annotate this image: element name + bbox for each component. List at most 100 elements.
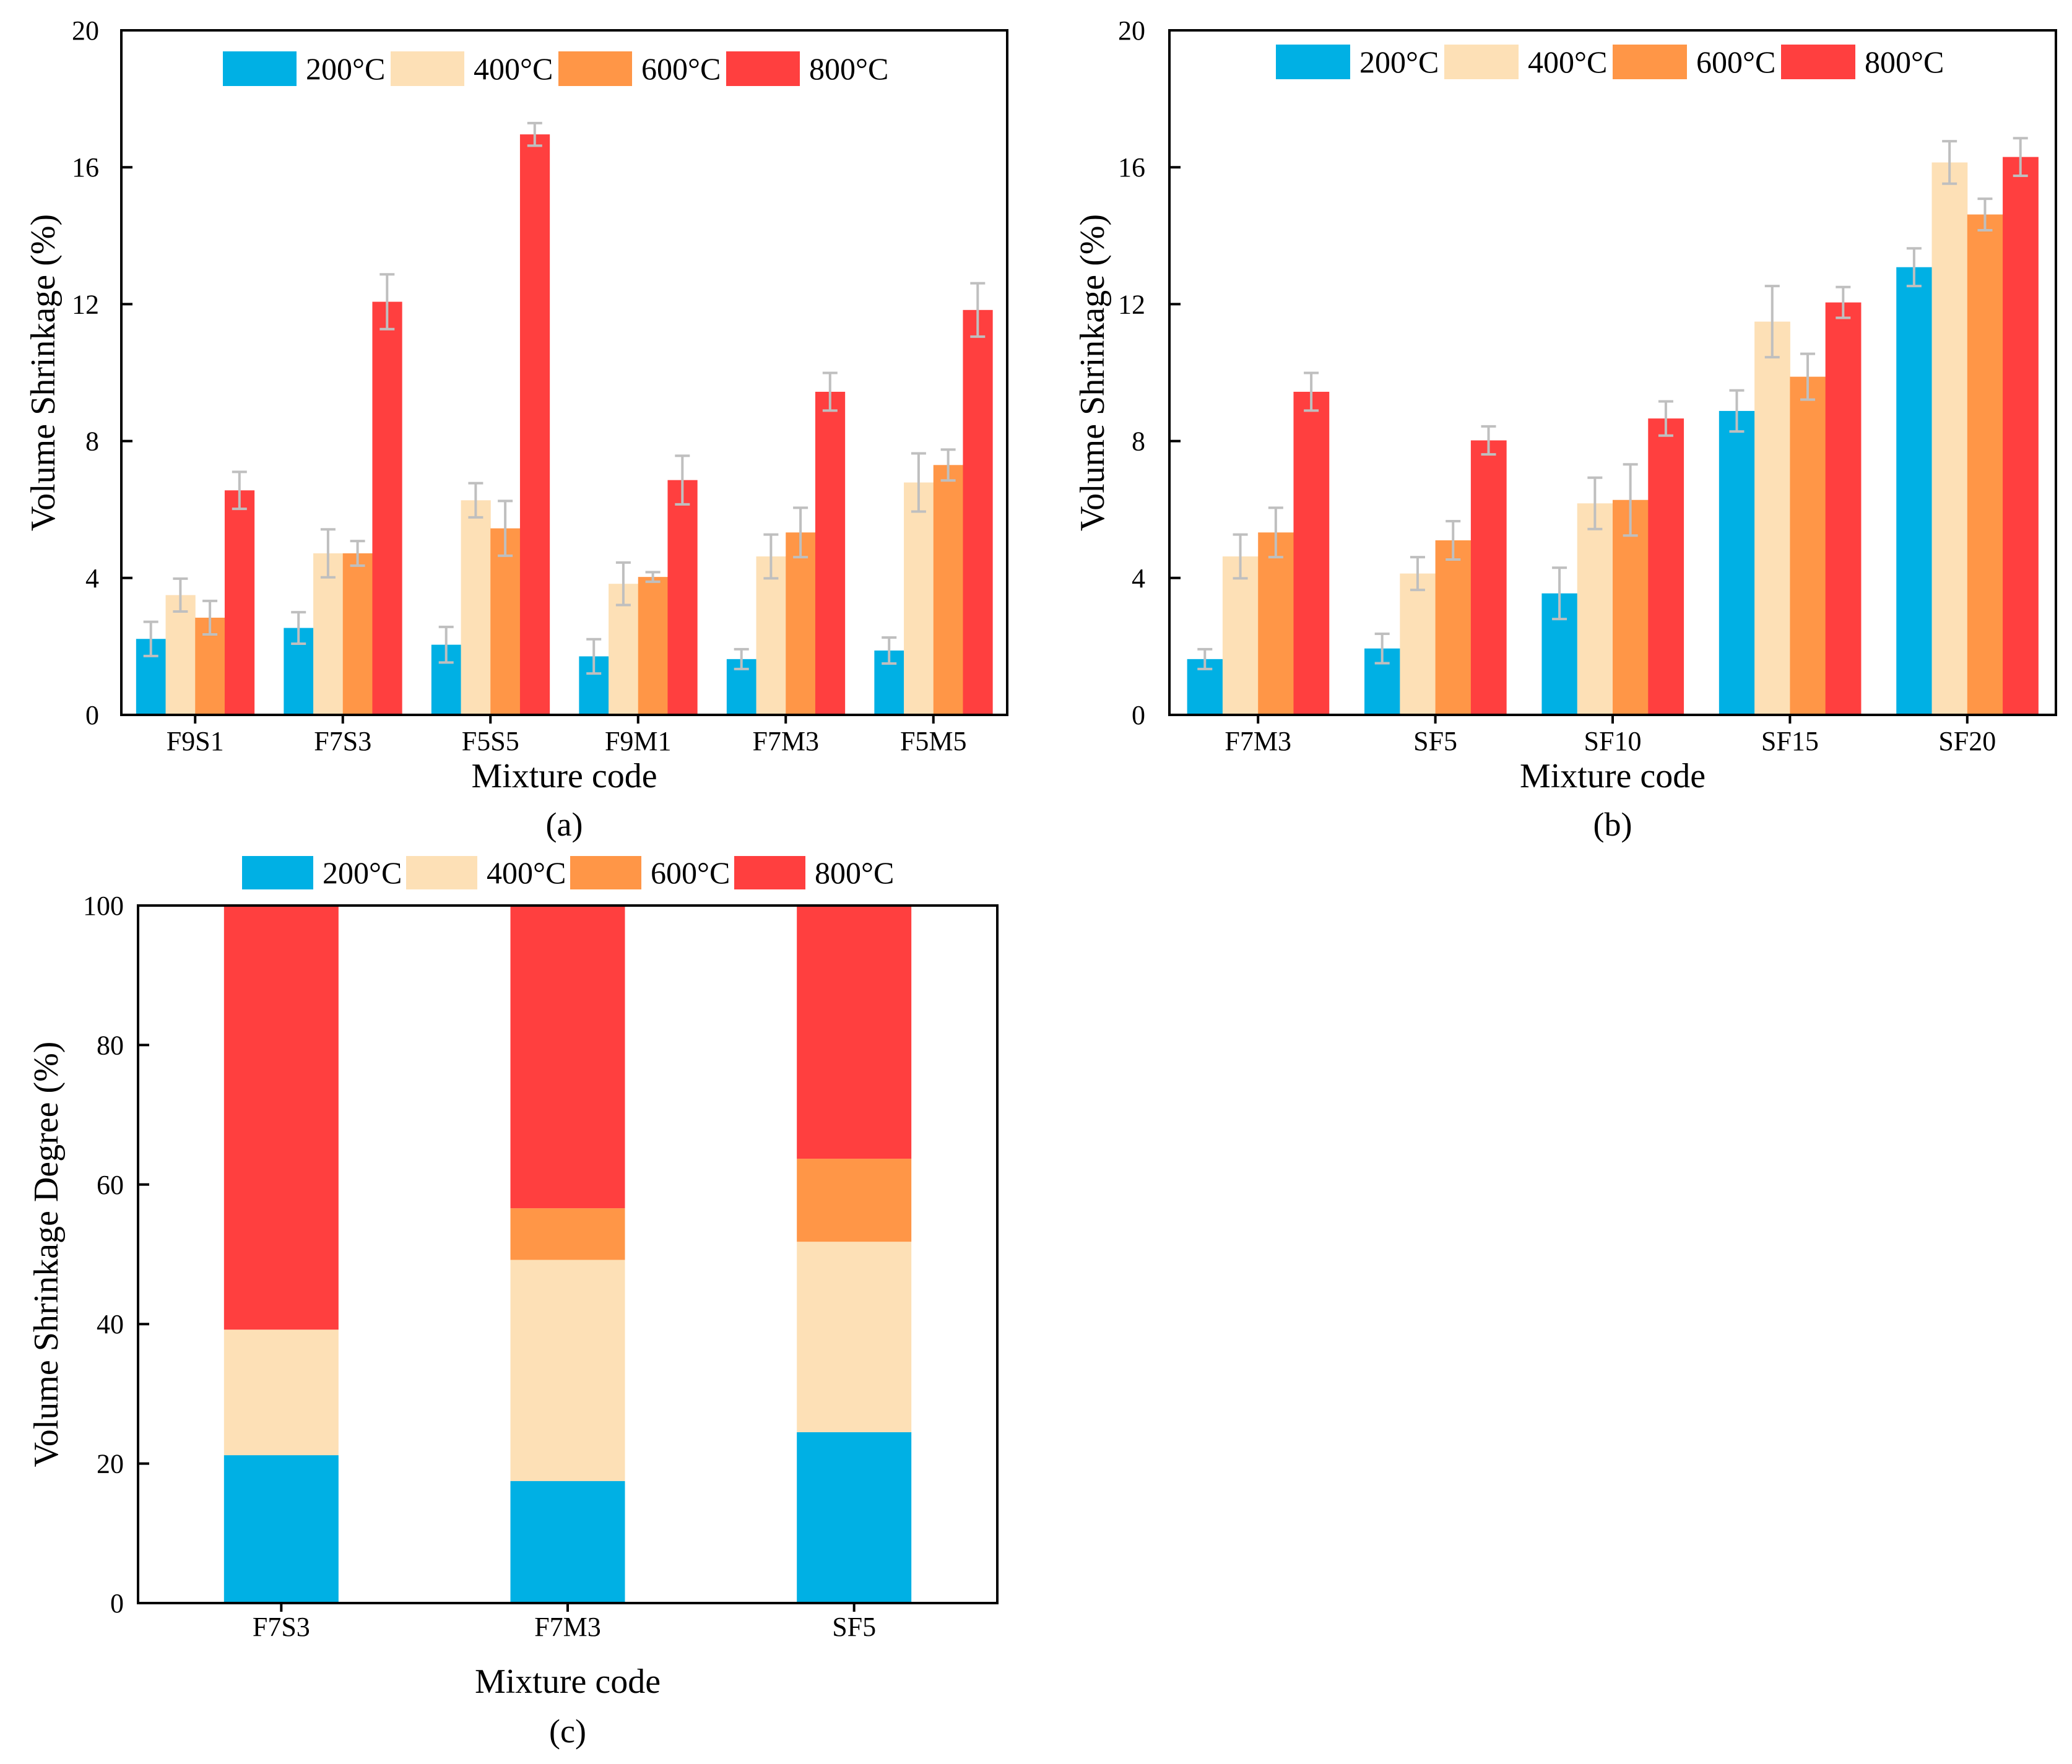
bar-800-SF5 [1470, 440, 1507, 715]
legend-swatch-800 [734, 856, 805, 889]
legend-swatch-200 [242, 856, 313, 889]
x-tick-label: SF5 [1413, 726, 1457, 756]
legend-swatch-400 [406, 856, 477, 889]
plot-frame [120, 29, 1008, 716]
x-tick-label: SF10 [1584, 726, 1642, 756]
bar-800-SF15 [1825, 302, 1862, 715]
bar-600-SF20 [1967, 214, 2003, 715]
y-tick-label: 8 [85, 426, 99, 457]
y-tick-label: 8 [1132, 426, 1145, 457]
y-tick-label: 4 [85, 563, 99, 594]
y-tick-label: 60 [97, 1170, 124, 1200]
bar-200-SF5 [797, 1432, 912, 1603]
bar-600-F5S5 [490, 528, 521, 715]
legend-swatch-800 [1781, 45, 1855, 79]
legend-label-400: 400°C [474, 51, 553, 86]
y-axis-title: Volume Shrinkage Degree (%) [27, 1042, 66, 1468]
bar-400-SF15 [1754, 321, 1790, 715]
x-tick-label: F7M3 [752, 726, 819, 756]
bar-600-SF5 [797, 1159, 912, 1242]
bar-200-SF20 [1896, 267, 1933, 715]
panel-label: (c) [549, 1713, 586, 1750]
y-tick-label: 16 [72, 152, 99, 183]
bar-800-F5M5 [963, 309, 993, 715]
bar-400-SF20 [1931, 162, 1968, 715]
chart-b: 0 4 8 12 16 20 F7M3 SF5 SF10 SF15 SF20 Mixture code… [1073, 15, 2057, 843]
x-tick-label: F5M5 [900, 726, 967, 756]
bar-200-F7M3 [510, 1481, 625, 1603]
bar-800-F7M3 [815, 391, 846, 715]
bar-400-F5S5 [461, 500, 491, 715]
panel-label: (b) [1593, 806, 1632, 843]
legend-label-200: 200°C [306, 51, 385, 86]
legend-swatch-400 [391, 51, 464, 86]
y-tick-label: 12 [72, 289, 99, 319]
bar-600-SF5 [1435, 540, 1472, 715]
bar-200-F7S3 [223, 1455, 339, 1603]
bar-400-F7S3 [223, 1329, 339, 1456]
bar-400-F7S3 [313, 553, 344, 715]
bar-400-F9S1 [165, 595, 196, 715]
bar-800-F5S5 [519, 134, 550, 715]
legend-label-800: 800°C [1865, 45, 1944, 79]
panel-label: (a) [546, 806, 583, 843]
bar-800-F9M1 [667, 480, 698, 715]
bar-800-F7S3 [372, 301, 402, 715]
legend-swatch-200 [223, 51, 297, 86]
x-tick-label: SF5 [832, 1612, 876, 1642]
legend-swatch-800 [726, 51, 800, 86]
legend-label-400: 400°C [487, 855, 566, 890]
x-axis-title: Mixture code [475, 1662, 661, 1701]
y-tick-label: 16 [1118, 152, 1145, 183]
y-tick-label: 20 [72, 15, 99, 46]
bar-600-F7M3 [510, 1208, 625, 1260]
bar-400-F7M3 [1222, 556, 1259, 715]
legend-label-200: 200°C [323, 855, 402, 890]
y-tick-label: 0 [1132, 700, 1145, 730]
bar-600-F7M3 [1258, 532, 1294, 715]
legend-label-800: 800°C [809, 51, 888, 86]
legend-swatch-200 [1276, 45, 1350, 79]
bar-800-F7M3 [1293, 391, 1330, 715]
bar-800-F9S1 [224, 490, 255, 715]
bar-400-SF10 [1577, 503, 1613, 715]
legend-label-400: 400°C [1528, 45, 1607, 79]
bar-400-SF5 [1400, 573, 1436, 715]
y-tick-label: 40 [97, 1309, 124, 1339]
bar-800-F7S3 [223, 906, 339, 1330]
y-tick-label: 100 [83, 891, 124, 921]
bar-400-F7M3 [756, 556, 786, 715]
x-tick-label: SF20 [1938, 726, 1996, 756]
bar-600-SF15 [1790, 376, 1826, 715]
chart-a: 0 4 8 12 16 20 F9S1 F7S3 F5S5 F9M1 F7M3 F5M5 Mixture… [24, 15, 1008, 843]
y-tick-label: 0 [110, 1588, 124, 1619]
bar-400-SF5 [797, 1242, 912, 1432]
bar-200-SF15 [1719, 410, 1755, 715]
x-axis-title: Mixture code [1520, 757, 1706, 795]
bar-600-F9M1 [638, 577, 668, 715]
bar-800-SF20 [2003, 157, 2039, 716]
bar-600-F5M5 [933, 465, 963, 715]
legend-label-600: 600°C [651, 855, 730, 890]
y-axis-title: Volume Shrinkage (%) [1073, 214, 1112, 531]
y-tick-label: 0 [85, 700, 99, 730]
bar-600-F7S3 [342, 553, 373, 715]
x-tick-label: F9S1 [167, 726, 224, 756]
chart-c: 0 20 40 60 80 100 F7S3 F7M3 SF5 Mixture code Volum… [27, 855, 999, 1750]
bar-400-F5M5 [904, 482, 934, 715]
legend-label-600: 600°C [1696, 45, 1775, 79]
bar-400-F7M3 [510, 1260, 625, 1481]
y-tick-label: 4 [1132, 563, 1145, 594]
x-tick-label: F7M3 [1225, 726, 1291, 756]
x-tick-label: F5S5 [462, 726, 519, 756]
x-tick-label: F7S3 [314, 726, 371, 756]
y-tick-label: 80 [97, 1030, 124, 1060]
x-tick-label: F9M1 [605, 726, 672, 756]
bar-800-SF5 [797, 906, 912, 1159]
x-tick-label: SF15 [1761, 726, 1819, 756]
x-tick-label: F7S3 [253, 1612, 310, 1642]
x-tick-label: F7M3 [534, 1612, 601, 1642]
legend-label-800: 800°C [815, 855, 894, 890]
x-axis-title: Mixture code [471, 757, 657, 795]
